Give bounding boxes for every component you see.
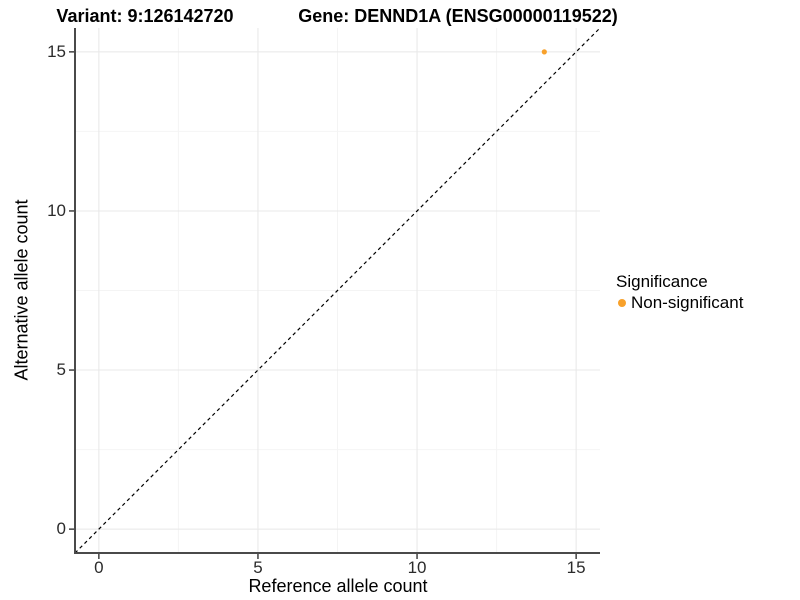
x-tick-label: 5 — [253, 558, 263, 577]
y-tick-label: 5 — [56, 360, 66, 380]
data-point — [541, 49, 547, 55]
x-axis-title: Reference allele count — [248, 576, 428, 596]
y-axis-title: Alternative allele count — [11, 199, 32, 381]
legend-entries: Non-significant — [616, 293, 743, 313]
x-tick-label: 15 — [566, 558, 586, 577]
y-tick-label: 15 — [47, 41, 66, 61]
legend-point-icon — [618, 299, 626, 307]
x-tick-label: 0 — [94, 558, 104, 577]
variant-title: Variant: 9:126142720 — [56, 6, 234, 26]
x-tick-label: 10 — [407, 558, 427, 577]
legend-entry: Non-significant — [616, 293, 743, 313]
identity-line — [74, 27, 601, 554]
y-tick-label: 10 — [47, 200, 66, 220]
legend-label: Non-significant — [631, 293, 744, 312]
legend-title: Significance — [616, 272, 708, 291]
gene-title: Gene: DENND1A (ENSG00000119522) — [298, 6, 618, 26]
legend: Significance Non-significant — [616, 271, 743, 313]
y-tick-label: 0 — [56, 519, 66, 539]
